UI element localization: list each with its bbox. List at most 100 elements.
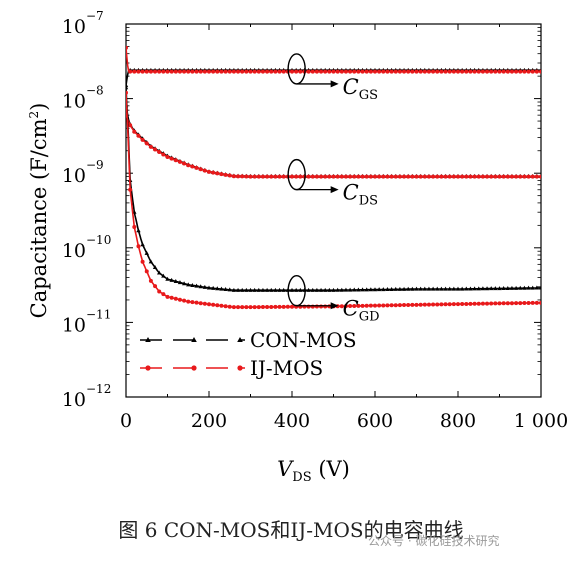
data-point: [265, 69, 270, 74]
data-point: [190, 69, 195, 74]
data-point: [240, 305, 245, 310]
data-point: [252, 69, 257, 74]
data-point: [447, 286, 452, 291]
data-point: [422, 302, 427, 307]
y-tick-label: 10: [62, 240, 86, 262]
data-point: [464, 69, 469, 74]
data-point: [128, 123, 133, 128]
data-point: [484, 286, 490, 291]
data-point: [368, 303, 373, 308]
data-point: [182, 298, 187, 303]
data-point: [211, 69, 216, 74]
x-tick-label: 0: [120, 410, 132, 432]
data-point: [410, 174, 415, 179]
data-point: [538, 285, 541, 290]
data-point: [493, 301, 498, 306]
data-point: [406, 286, 411, 291]
data-point: [539, 69, 541, 74]
data-point: [269, 287, 274, 292]
data-point: [161, 152, 166, 157]
data-point: [294, 69, 299, 74]
data-point: [348, 304, 353, 309]
data-point: [348, 174, 353, 179]
data-point: [323, 174, 328, 179]
data-point: [435, 302, 440, 307]
data-point: [240, 69, 245, 74]
data-point: [431, 174, 436, 179]
data-point: [177, 297, 182, 302]
data-point: [476, 301, 481, 306]
data-point: [128, 69, 133, 74]
data-point: [298, 69, 303, 74]
series-line: [126, 114, 541, 178]
data-point: [314, 174, 319, 179]
data-point: [451, 174, 456, 179]
data-point: [248, 174, 253, 179]
data-point: [526, 69, 531, 74]
data-point: [165, 69, 170, 74]
data-point: [157, 69, 162, 74]
data-point: [331, 287, 336, 292]
data-point: [451, 286, 457, 291]
data-point: [373, 174, 377, 179]
data-point: [215, 286, 220, 291]
data-point: [177, 69, 182, 74]
data-point: [244, 287, 249, 292]
data-point: [422, 69, 427, 74]
data-point: [227, 287, 232, 292]
data-point: [447, 302, 452, 307]
data-point: [194, 165, 199, 170]
data-point: [480, 286, 486, 291]
data-point: [281, 174, 286, 179]
legend-label: IJ-MOS: [250, 356, 323, 380]
data-point: [418, 302, 423, 307]
data-point: [198, 167, 203, 172]
data-point: [426, 174, 431, 179]
data-point: [198, 301, 203, 306]
legend-marker: [145, 337, 151, 342]
data-point: [319, 69, 324, 74]
data-point: [331, 69, 336, 74]
data-point: [343, 304, 348, 309]
data-point: [223, 69, 228, 74]
data-point: [530, 174, 535, 179]
data-point: [468, 174, 473, 179]
y-tick-exponent: −10: [86, 233, 111, 247]
data-point: [418, 69, 423, 74]
data-point: [190, 300, 195, 305]
y-tick-label: 10: [62, 314, 86, 336]
data-point: [252, 174, 257, 179]
data-point: [451, 302, 456, 307]
data-point: [435, 69, 440, 74]
data-point: [132, 69, 137, 74]
data-point: [260, 69, 265, 74]
data-point: [439, 286, 444, 291]
data-point: [327, 174, 332, 179]
data-point: [339, 287, 344, 292]
annotation-label-cgd: CGD: [343, 297, 380, 325]
data-point: [443, 286, 448, 291]
data-point: [518, 285, 523, 290]
data-point: [356, 303, 361, 308]
data-point: [418, 286, 423, 291]
data-point: [505, 285, 510, 290]
data-point: [165, 154, 170, 159]
data-point: [186, 163, 191, 168]
data-point: [219, 172, 224, 177]
data-point: [260, 174, 265, 179]
data-point: [493, 174, 498, 179]
data-point: [335, 287, 340, 292]
data-point: [439, 302, 444, 307]
data-point: [319, 174, 324, 179]
data-point: [397, 174, 402, 179]
legend-label: CON-MOS: [250, 328, 357, 352]
data-point: [128, 187, 133, 192]
data-point: [368, 174, 373, 179]
data-point: [385, 287, 390, 292]
series-cgs-ij-mos: [126, 45, 541, 74]
y-axis-title: Capacitance (F/cm2): [27, 103, 51, 319]
data-point: [447, 69, 452, 74]
data-point: [377, 174, 382, 179]
data-point: [451, 69, 456, 74]
data-point: [501, 286, 506, 291]
